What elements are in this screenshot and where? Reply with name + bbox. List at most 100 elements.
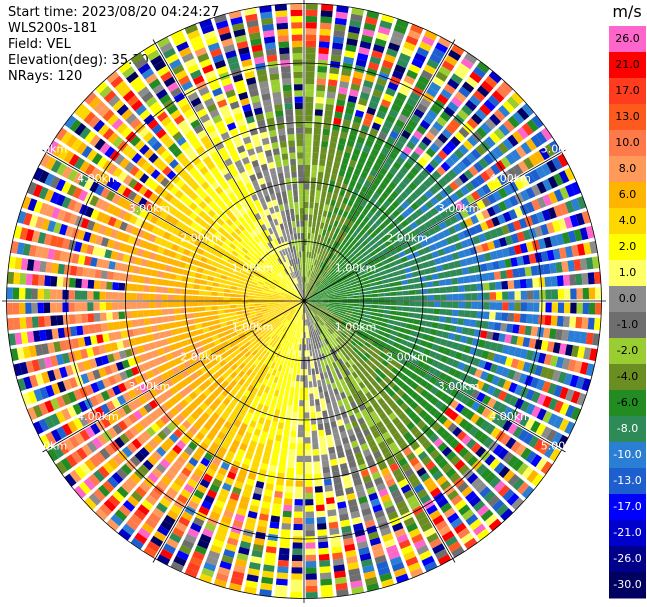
gate-cell [305,319,307,326]
gate-cell [341,157,350,166]
gate-cell [410,113,421,124]
gate-cell [341,68,352,77]
gate-cell [213,398,222,407]
gate-cell [139,173,150,184]
gate-cell [337,270,344,276]
gate-cell [112,311,119,320]
gate-cell [261,292,268,295]
gate-cell [459,258,468,267]
gate-cell [204,370,212,379]
gate-cell [379,214,387,222]
gate-cell [493,239,502,249]
gate-cell [294,356,298,363]
gate-cell [232,261,240,267]
gate-cell [370,498,381,507]
gate-cell [208,270,216,277]
gate-cell [309,295,316,299]
gate-cell [283,429,290,437]
gate-cell [33,167,44,181]
gate-cell [162,316,170,323]
gate-cell [382,416,391,426]
gate-cell [84,497,97,511]
gate-cell [230,223,238,231]
gate-cell [330,173,337,182]
gate-cell [483,99,496,112]
gate-cell [368,61,380,71]
gate-cell [528,153,540,167]
gate-cell [273,293,280,296]
gate-cell [268,407,275,415]
gate-cell [122,199,132,210]
gate-cell [357,389,365,398]
gate-cell [288,273,293,280]
gate-cell [236,243,244,250]
gate-cell [156,554,171,566]
gate-cell [335,380,342,388]
gate-cell [320,584,333,592]
gate-cell [144,414,154,425]
gate-cell [43,302,51,314]
gate-cell [493,109,506,122]
gate-cell [539,289,546,300]
gate-cell [271,333,277,340]
gate-cell [304,332,306,339]
gate-cell [153,357,163,366]
gate-cell [71,338,80,349]
gate-cell [371,242,379,250]
gate-cell [235,297,243,301]
gate-cell [313,386,318,394]
gate-cell [163,323,171,330]
gate-cell [257,151,265,160]
gate-cell [335,353,341,360]
gate-cell [174,382,184,392]
gate-cell [253,165,262,174]
gate-cell [317,348,321,355]
gate-cell [167,301,174,308]
gate-cell [322,366,327,373]
gate-cell [335,444,344,453]
gate-cell [258,218,265,226]
gate-cell [322,229,327,236]
gate-cell [125,223,134,234]
gate-cell [63,438,75,452]
gate-cell [395,473,406,483]
gate-cell [285,241,290,248]
gate-cell [433,181,443,191]
gate-cell [543,236,553,248]
gate-cell [209,109,220,119]
gate-cell [324,110,333,118]
gate-cell [98,247,107,258]
gate-cell [25,360,35,374]
gate-cell [374,384,383,393]
gate-cell [347,262,354,268]
gate-cell [389,282,396,287]
gate-cell [304,146,312,153]
gate-cell [225,262,232,268]
gate-cell [72,187,83,199]
gate-cell [133,386,143,397]
gate-cell [416,488,428,499]
gate-cell [305,486,313,494]
gate-cell [274,308,281,312]
gate-cell [21,196,32,210]
gate-cell [239,355,247,362]
gate-cell [453,477,465,488]
gate-cell [138,209,148,219]
gate-cell [376,560,389,570]
gate-cell [102,259,110,269]
gate-cell [360,408,369,417]
gate-cell [311,286,317,292]
gate-cell [331,426,339,435]
gate-cell [192,550,205,561]
gate-cell [305,108,313,116]
gate-cell [416,172,426,182]
gate-cell [353,295,360,299]
gate-cell [329,246,335,253]
gate-cell [453,68,467,80]
gate-cell [306,313,309,320]
gate-cell [313,208,318,216]
gate-cell [298,189,304,196]
gate-cell [238,46,250,56]
gate-cell [426,532,439,544]
gate-cell [285,386,290,393]
